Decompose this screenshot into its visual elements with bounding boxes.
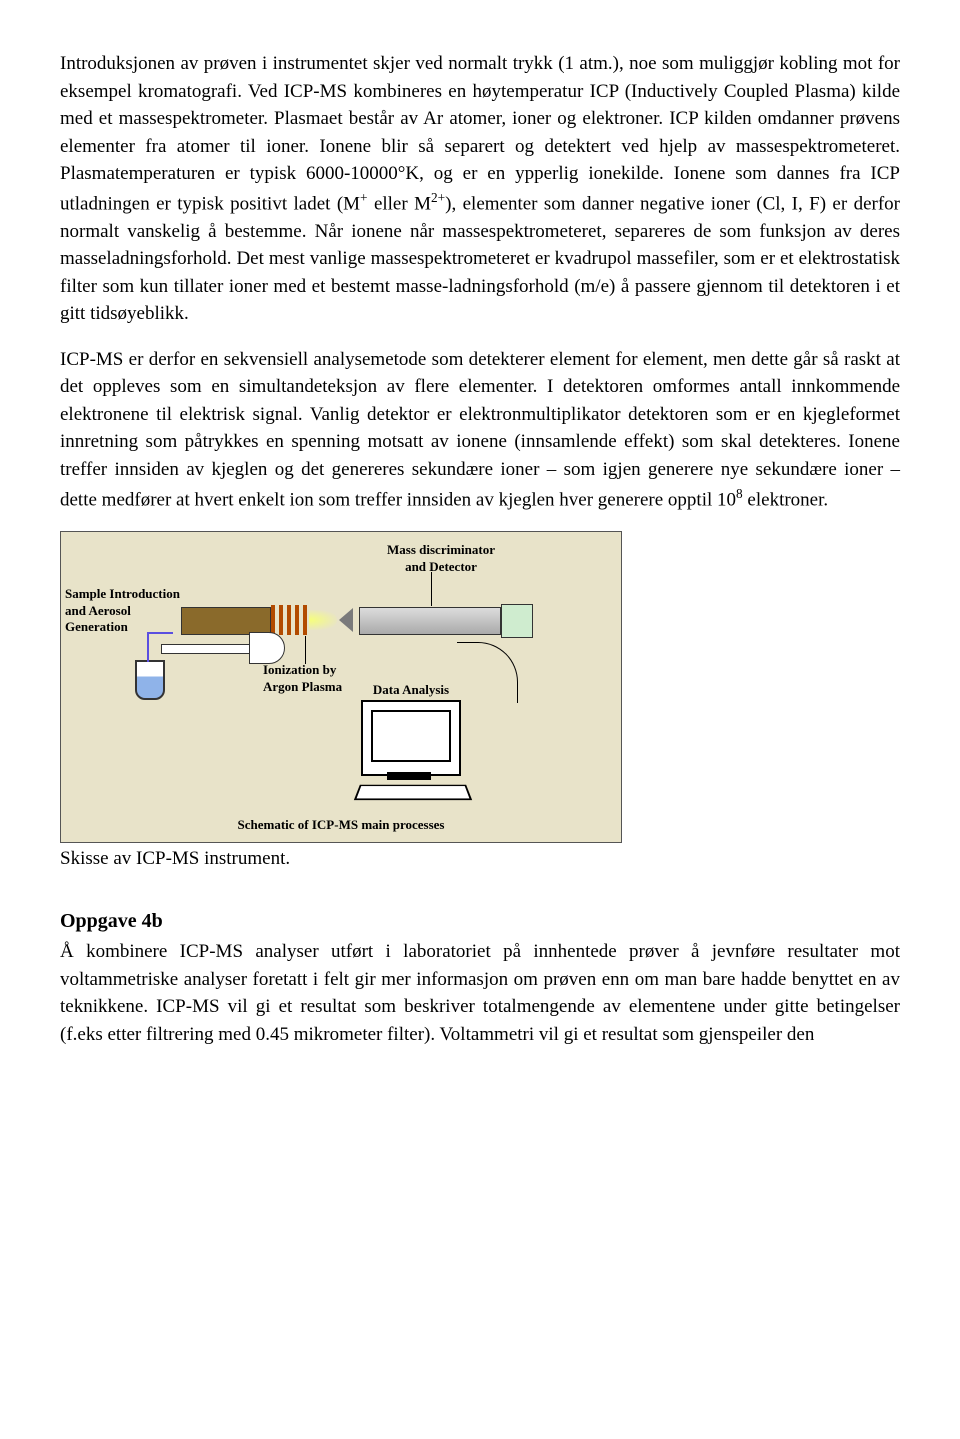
- sample-vial: [135, 660, 165, 700]
- p1-b: eller M: [368, 193, 431, 214]
- icp-torch: [181, 607, 271, 635]
- figure-caption: Skisse av ICP-MS instrument.: [60, 845, 900, 873]
- label-mass-discriminator: Mass discriminatorand Detector: [361, 542, 521, 575]
- p2-sup: 8: [736, 486, 743, 501]
- p2-b: elektroner.: [743, 489, 828, 510]
- data-cable: [457, 642, 518, 703]
- pointer-ionization: [305, 636, 306, 664]
- detector: [501, 604, 533, 638]
- spray-chamber: [249, 632, 285, 664]
- monitor-screen: [371, 710, 451, 762]
- quadrupole: [359, 607, 501, 635]
- monitor-base: [387, 772, 431, 780]
- paragraph-1: Introduksjonen av prøven i instrumentet …: [60, 50, 900, 328]
- monitor: [361, 700, 461, 776]
- heading-oppgave-4b: Oppgave 4b: [60, 907, 900, 936]
- pointer-ms: [431, 572, 432, 606]
- icpms-schematic: Mass discriminatorand Detector Sample In…: [60, 531, 622, 843]
- uptake-tube-v: [147, 632, 149, 662]
- label-sample-intro: Sample Introductionand AerosolGeneration: [65, 586, 195, 635]
- p1-sup2: 2+: [431, 190, 445, 205]
- skimmer-cone: [339, 608, 353, 632]
- label-ionization: Ionization byArgon Plasma: [263, 662, 373, 695]
- argon-plasma: [309, 610, 337, 630]
- paragraph-3: Å kombinere ICP-MS analyser utført i lab…: [60, 938, 900, 1048]
- uptake-tube-h: [147, 632, 173, 634]
- p1-a: Introduksjonen av prøven i instrumentet …: [60, 53, 900, 214]
- nebulizer-tube: [161, 644, 253, 654]
- p1-sup1: +: [360, 190, 368, 205]
- p2-a: ICP-MS er derfor en sekvensiell analysem…: [60, 349, 900, 510]
- keyboard: [354, 785, 472, 800]
- diagram-caption: Schematic of ICP-MS main processes: [61, 816, 621, 835]
- icpms-diagram-block: Mass discriminatorand Detector Sample In…: [60, 531, 900, 873]
- paragraph-2: ICP-MS er derfor en sekvensiell analysem…: [60, 346, 900, 514]
- label-data-analysis: Data Analysis: [361, 682, 461, 698]
- rf-coil: [271, 605, 307, 635]
